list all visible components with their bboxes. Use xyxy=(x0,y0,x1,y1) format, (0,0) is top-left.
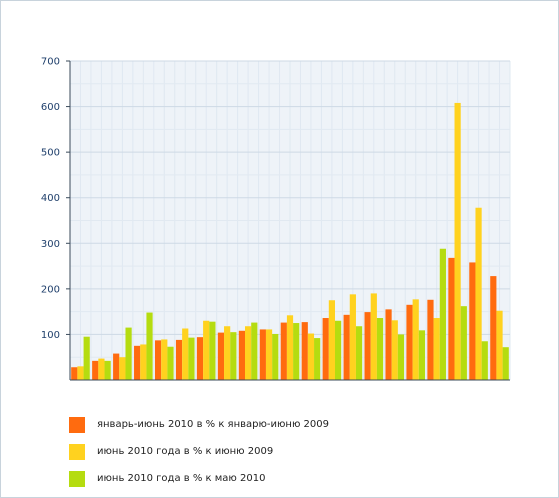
bar xyxy=(335,320,342,380)
bar xyxy=(203,320,210,380)
bar xyxy=(469,262,476,380)
bar xyxy=(286,315,294,380)
bar xyxy=(460,306,467,380)
bar xyxy=(364,312,371,380)
bar xyxy=(146,312,153,380)
bar xyxy=(71,367,78,380)
bar xyxy=(113,353,120,380)
bar xyxy=(355,326,363,380)
bar xyxy=(224,326,231,380)
bar xyxy=(496,310,503,380)
bar xyxy=(265,329,273,380)
bar xyxy=(230,332,237,380)
legend-swatch xyxy=(69,417,85,433)
y-tick-label: 600 xyxy=(41,102,60,113)
bar xyxy=(418,330,426,380)
bar xyxy=(502,347,509,380)
bar xyxy=(376,318,384,380)
bar xyxy=(280,322,287,380)
legend-swatch xyxy=(69,444,85,460)
y-tick-label: 300 xyxy=(41,239,60,250)
bar xyxy=(322,318,329,380)
legend-label: июнь 2010 года в % к маю 2010 xyxy=(97,473,266,484)
bar xyxy=(92,360,99,380)
y-axis-ticks: 100 200 300 400 500 600 700 xyxy=(41,57,70,341)
legend-label: январь-июнь 2010 в % к январю-июню 2009 xyxy=(97,419,330,430)
bar xyxy=(412,299,419,380)
bar xyxy=(119,357,126,380)
bar xyxy=(98,358,105,380)
bar xyxy=(251,322,258,380)
bar xyxy=(454,102,461,381)
bar xyxy=(307,333,315,380)
bar xyxy=(475,207,482,380)
bar xyxy=(301,322,308,380)
bar xyxy=(134,345,141,380)
bar xyxy=(490,276,497,380)
legend-label: июнь 2010 года в % к июню 2009 xyxy=(97,446,274,457)
bar xyxy=(406,304,413,380)
bar xyxy=(439,248,446,380)
bar xyxy=(343,314,350,380)
y-tick-label: 400 xyxy=(41,193,60,204)
y-tick-label: 200 xyxy=(41,284,60,295)
bar xyxy=(328,300,335,380)
bar xyxy=(314,338,321,380)
bar xyxy=(433,318,440,380)
bar xyxy=(196,337,204,380)
bar xyxy=(209,321,216,380)
bar xyxy=(140,344,147,380)
bar xyxy=(161,339,168,380)
axes xyxy=(69,61,510,381)
bar xyxy=(238,330,245,380)
y-tick-label: 100 xyxy=(41,330,60,341)
bar xyxy=(293,323,300,380)
bar xyxy=(125,327,132,380)
bar xyxy=(175,339,183,380)
bar xyxy=(83,336,90,380)
bar xyxy=(217,332,225,380)
bar xyxy=(77,366,84,380)
bars xyxy=(71,102,509,381)
bar xyxy=(349,294,356,380)
legend-swatch xyxy=(69,471,85,487)
bar xyxy=(245,326,252,380)
bar xyxy=(385,309,392,380)
y-tick-label: 700 xyxy=(41,57,60,68)
y-tick-label: 500 xyxy=(41,148,60,159)
bar xyxy=(182,328,189,380)
bar xyxy=(104,360,111,380)
bar xyxy=(427,299,434,380)
bar xyxy=(370,293,377,380)
bar xyxy=(272,333,279,380)
bar xyxy=(154,340,162,380)
bar xyxy=(397,334,405,380)
bar xyxy=(391,320,398,380)
bar xyxy=(188,337,195,380)
bar xyxy=(448,257,455,380)
bar xyxy=(259,329,266,380)
bar xyxy=(481,341,488,380)
bar xyxy=(167,346,174,380)
